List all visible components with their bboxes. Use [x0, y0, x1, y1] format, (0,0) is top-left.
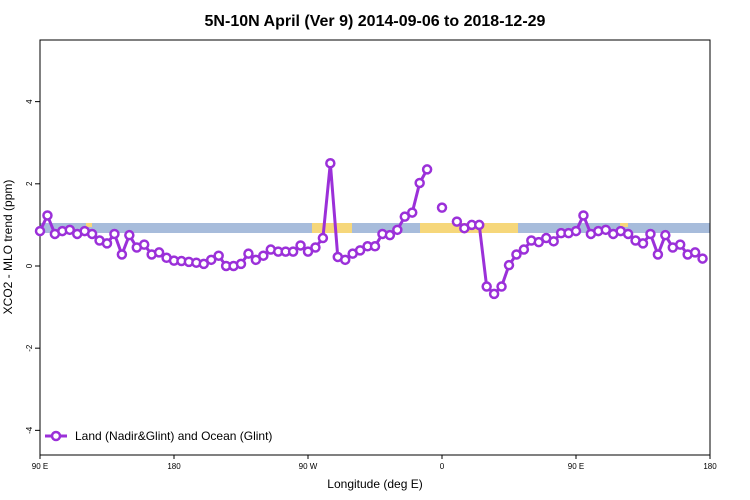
data-point: [406, 207, 418, 218]
data-point: [674, 239, 686, 250]
data-point: [205, 254, 217, 266]
legend-label: Land (Nadir&Glint) and Ocean (Glint): [75, 429, 272, 443]
y-tick-label: 0: [25, 263, 34, 268]
data-point: [310, 242, 321, 253]
data-point: [399, 211, 411, 222]
chart-title: 5N-10N April (Ver 9) 2014-09-06 to 2018-…: [205, 13, 546, 30]
data-point: [34, 225, 46, 237]
data-point: [42, 210, 53, 221]
data-point: [109, 228, 120, 240]
data-point: [317, 232, 329, 244]
y-axis-label: XCO2 - MLO trend (ppm): [1, 180, 15, 315]
data-point: [354, 245, 366, 256]
data-point: [250, 254, 262, 266]
data-point: [570, 225, 582, 237]
data-point: [652, 249, 664, 260]
data-point: [138, 239, 150, 250]
data-point: [295, 240, 306, 251]
data-point: [339, 254, 351, 266]
data-point: [451, 216, 463, 227]
data-point: [473, 219, 485, 231]
data-point: [533, 236, 545, 248]
data-point: [153, 247, 165, 258]
x-tick-label: 90 E: [32, 462, 48, 471]
data-point: [64, 224, 76, 236]
data-point: [622, 228, 634, 240]
data-point: [101, 238, 113, 249]
land-band: [620, 223, 628, 227]
data-point: [124, 229, 135, 241]
plot-frame: [39, 39, 711, 456]
x-tick-label: 90 E: [568, 462, 584, 471]
data-point: [235, 258, 247, 270]
data-point: [660, 229, 671, 241]
data-point: [481, 281, 492, 292]
data-point: [198, 258, 210, 270]
data-point: [689, 247, 701, 258]
x-tick-label: 180: [167, 462, 181, 471]
data-point: [86, 228, 98, 240]
data-point: [436, 202, 448, 213]
data-point: [488, 288, 500, 300]
data-point: [414, 177, 425, 189]
data-point: [392, 224, 403, 236]
data-point: [325, 158, 336, 169]
x-tick-label: 180: [703, 462, 717, 471]
x-tick-label: 90 W: [299, 462, 318, 471]
land-band: [86, 223, 92, 227]
data-point: [697, 253, 708, 264]
data-point: [287, 246, 299, 257]
y-tick-label: -4: [25, 426, 34, 434]
data-point: [243, 248, 254, 259]
y-tick-label: 2: [25, 181, 34, 186]
y-tick-label: 4: [25, 99, 34, 104]
x-axis-label: Longitude (deg E): [327, 477, 422, 491]
data-point: [384, 229, 396, 241]
data-point: [421, 164, 433, 175]
data-point: [369, 241, 381, 252]
land-band: [312, 223, 352, 233]
data-point: [511, 249, 522, 260]
data-point: [600, 224, 612, 236]
data-point: [116, 249, 128, 260]
data-point: [518, 244, 530, 255]
data-point: [258, 250, 269, 261]
data-point: [637, 238, 649, 249]
data-point: [302, 246, 314, 257]
ocean-band: [40, 223, 710, 233]
x-tick-label: 0: [440, 462, 445, 471]
legend-marker: [50, 430, 62, 442]
data-point: [548, 236, 559, 247]
data-point: [578, 210, 589, 221]
data-point: [496, 281, 507, 292]
data-point: [213, 250, 224, 261]
data-point: [503, 259, 515, 271]
y-tick-label: -2: [25, 344, 34, 352]
data-point: [645, 228, 656, 240]
